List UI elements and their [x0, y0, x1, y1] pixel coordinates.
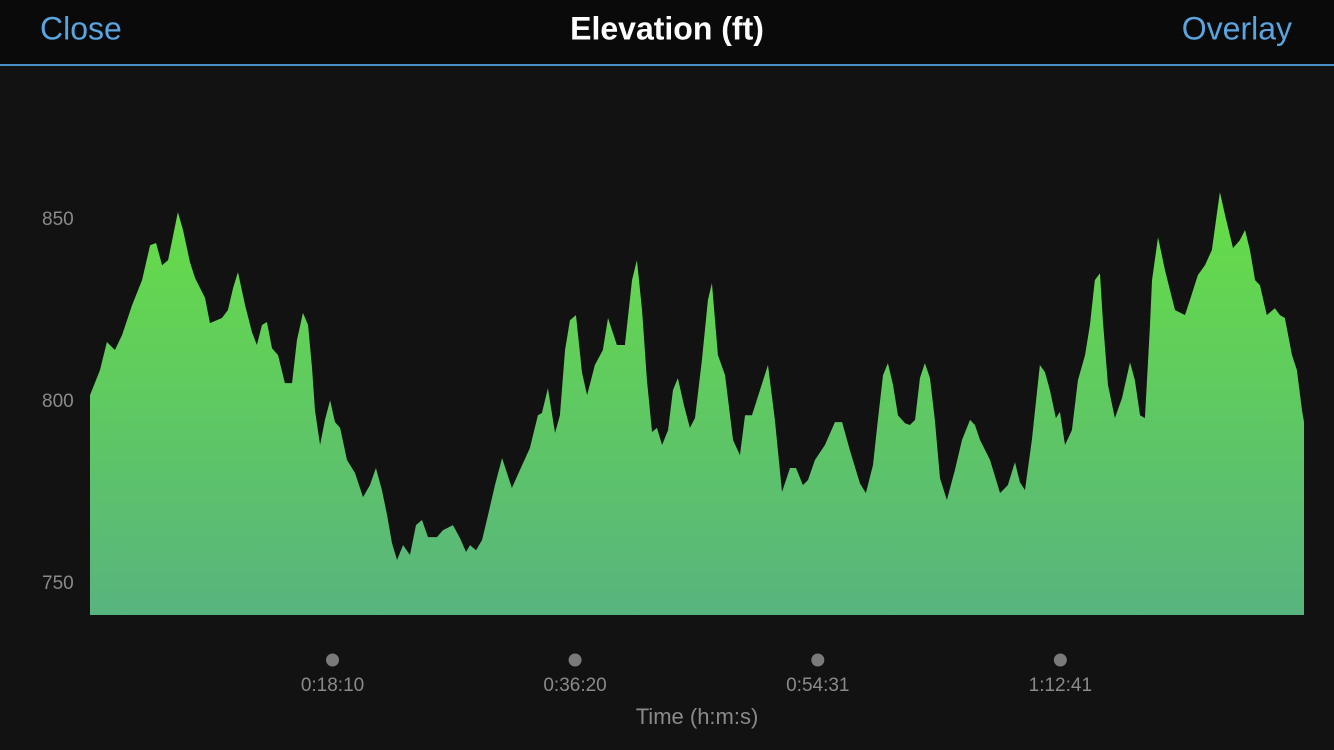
nav-bar [0, 0, 1334, 65]
x-tick-dot [811, 653, 825, 667]
y-tick-label: 750 [42, 573, 74, 594]
elevation-area [90, 192, 1304, 615]
plot: 750 800 850 0:18:10 0:36:20 0:54:31 1:12:41 [42, 192, 1304, 696]
overlay-button[interactable]: Overlay [1182, 10, 1292, 46]
x-tick-dot [326, 653, 340, 667]
x-axis-label: Time (h:m:s) [636, 704, 759, 729]
close-button[interactable]: Close [40, 10, 122, 46]
y-tick-label: 800 [42, 391, 74, 412]
screen-title: Elevation (ft) [570, 10, 764, 46]
x-tick-label: 0:36:20 [543, 675, 606, 696]
x-tick-label: 1:12:41 [1029, 675, 1092, 696]
y-tick-label: 850 [42, 209, 74, 230]
x-tick-dot [568, 653, 582, 667]
x-tick-label: 0:54:31 [786, 675, 849, 696]
x-tick-label: 0:18:10 [301, 675, 364, 696]
x-tick-dot [1053, 653, 1067, 667]
